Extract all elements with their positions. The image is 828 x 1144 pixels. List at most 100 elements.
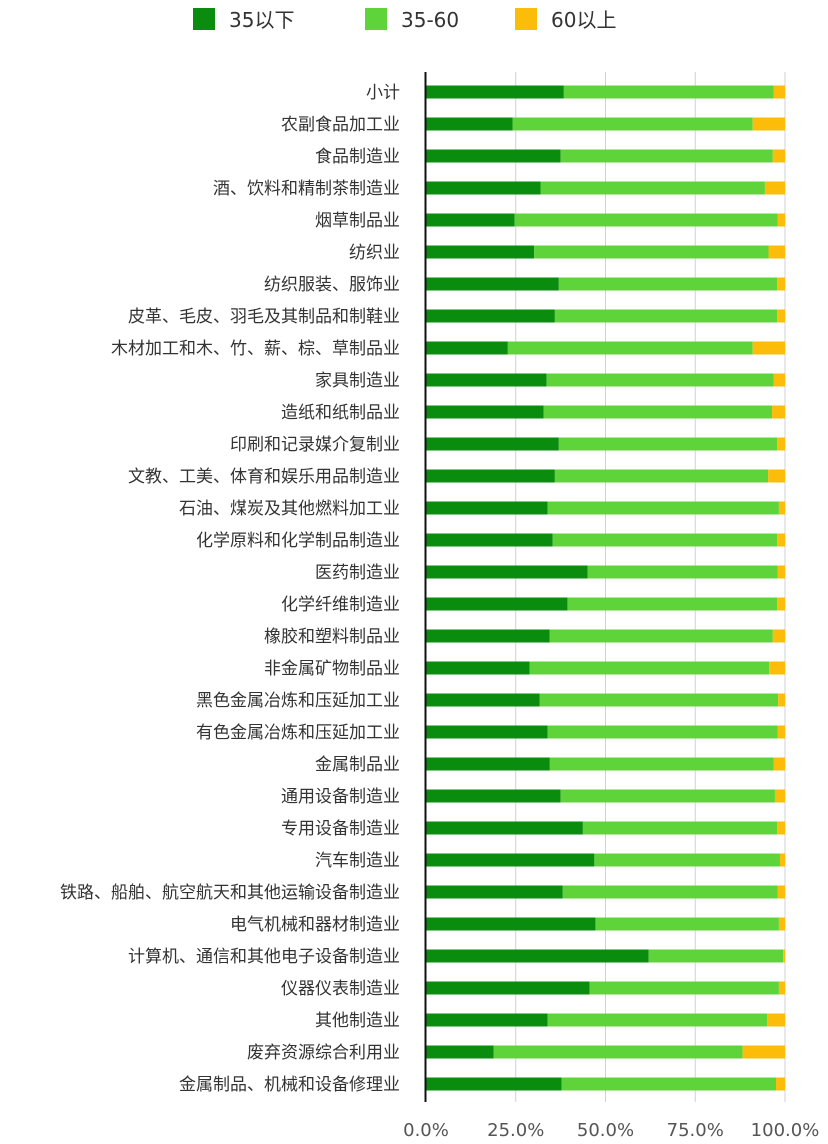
category-label: 有色金属冶炼和压延加工业 [196, 723, 400, 743]
bar-segment-1 [589, 981, 779, 995]
bar-segment-2 [777, 309, 785, 323]
bar-segment-1 [587, 565, 778, 579]
bar-segment-0 [426, 501, 548, 515]
bar-segment-0 [426, 277, 559, 291]
bar-segment-0 [426, 1013, 548, 1027]
category-label: 金属制品业 [315, 755, 400, 775]
bar-segment-2 [778, 917, 785, 931]
category-label: 烟草制品业 [315, 211, 400, 231]
bar-segment-1 [514, 213, 778, 227]
category-label: 家具制造业 [315, 371, 400, 391]
category-label: 电气机械和器材制造业 [230, 915, 400, 935]
category-label: 化学纤维制造业 [281, 595, 400, 615]
x-tick-label: 0.0% [403, 1120, 449, 1141]
bar-segment-0 [426, 533, 553, 547]
bar-segment-0 [426, 309, 555, 323]
bar-segment-1 [567, 597, 778, 611]
bar-segment-2 [777, 885, 785, 899]
category-label: 汽车制造业 [315, 851, 400, 871]
category-label: 造纸和纸制品业 [281, 403, 400, 423]
legend-label: 35-60 [401, 8, 459, 32]
category-label: 食品制造业 [315, 147, 400, 167]
bar-segment-2 [778, 501, 785, 515]
bar-segment-2 [777, 437, 785, 451]
bar-segment-2 [777, 821, 785, 835]
category-label: 小计 [366, 83, 400, 103]
bar-segment-0 [426, 213, 515, 227]
x-tick-labels: 0.0% 25.0% 50.0% 75.0% 100.0% [403, 1120, 819, 1141]
bar-segment-0 [426, 821, 583, 835]
category-label: 废弃资源综合利用业 [247, 1043, 400, 1063]
category-label: 酒、饮料和精制茶制造业 [213, 179, 400, 199]
bar-segment-1 [512, 117, 753, 131]
bar-segment-2 [783, 949, 785, 963]
bar-segment-0 [426, 245, 535, 259]
category-label: 皮革、毛皮、羽毛及其制品和制鞋业 [128, 307, 400, 327]
category-label: 通用设备制造业 [281, 787, 400, 807]
category-label: 黑色金属冶炼和压延加工业 [196, 691, 400, 711]
bar-segment-2 [773, 373, 785, 387]
bar-segment-2 [767, 1013, 785, 1027]
category-label: 其他制造业 [315, 1011, 400, 1031]
bar-segment-0 [426, 373, 547, 387]
bar-segment-0 [426, 693, 540, 707]
bar-segment-1 [582, 821, 778, 835]
category-label: 仪器仪表制造业 [281, 979, 400, 999]
bar-segment-1 [594, 853, 780, 867]
bar-segment-1 [554, 469, 769, 483]
bar-segment-0 [426, 85, 564, 99]
bar-segment-0 [426, 629, 550, 643]
bar-segment-0 [426, 1077, 562, 1091]
bar-segment-2 [777, 597, 785, 611]
bar-segment-2 [768, 245, 785, 259]
category-label: 专用设备制造业 [281, 819, 400, 839]
bar-segment-0 [426, 149, 561, 163]
bar-segment-2 [779, 853, 785, 867]
legend-label: 35以下 [229, 8, 294, 32]
bar-segment-0 [426, 437, 559, 451]
bar-segment-2 [777, 725, 785, 739]
bar-segment-0 [426, 181, 541, 195]
bar-segment-1 [560, 789, 775, 803]
bar-segment-1 [534, 245, 769, 259]
bar-segment-2 [776, 1077, 785, 1091]
bar-segment-2 [752, 117, 785, 131]
bar-segment-0 [426, 981, 590, 995]
bar-segment-1 [549, 629, 773, 643]
category-label: 计算机、通信和其他电子设备制造业 [128, 947, 400, 967]
category-label: 农副食品加工业 [281, 115, 400, 135]
bar-segment-1 [546, 373, 774, 387]
category-label: 印刷和记录媒介复制业 [230, 435, 400, 455]
bar-segment-2 [772, 149, 785, 163]
legend-label: 60以上 [551, 8, 616, 32]
x-tick-label: 75.0% [667, 1120, 724, 1141]
category-label: 非金属矿物制品业 [264, 659, 400, 679]
legend-swatch [193, 8, 215, 30]
bar-segment-0 [426, 597, 568, 611]
category-labels: 小计农副食品加工业食品制造业酒、饮料和精制茶制造业烟草制品业纺织业纺织服装、服饰… [60, 83, 400, 1095]
category-label: 医药制造业 [315, 563, 400, 583]
bar-segment-1 [547, 1013, 768, 1027]
legend-swatch [515, 8, 537, 30]
bar-segment-1 [543, 405, 773, 419]
bar-segment-1 [554, 309, 778, 323]
bar-segment-1 [547, 725, 778, 739]
bar-segment-2 [768, 469, 785, 483]
bar-segment-2 [772, 629, 785, 643]
bar-segment-0 [426, 725, 548, 739]
bar-segment-2 [778, 693, 785, 707]
x-tick-label: 50.0% [577, 1120, 634, 1141]
bar-segment-1 [493, 1045, 743, 1059]
bar-segment-2 [778, 981, 785, 995]
bar-segment-0 [426, 117, 513, 131]
bars [426, 85, 785, 1091]
bar-segment-1 [558, 437, 778, 451]
legend: 35以下 35-60 60以上 [193, 8, 616, 32]
bar-segment-2 [777, 533, 785, 547]
bar-segment-0 [426, 661, 530, 675]
bar-segment-0 [426, 917, 596, 931]
bar-segment-2 [742, 1045, 785, 1059]
bar-segment-2 [773, 85, 785, 99]
bar-segment-1 [549, 757, 774, 771]
